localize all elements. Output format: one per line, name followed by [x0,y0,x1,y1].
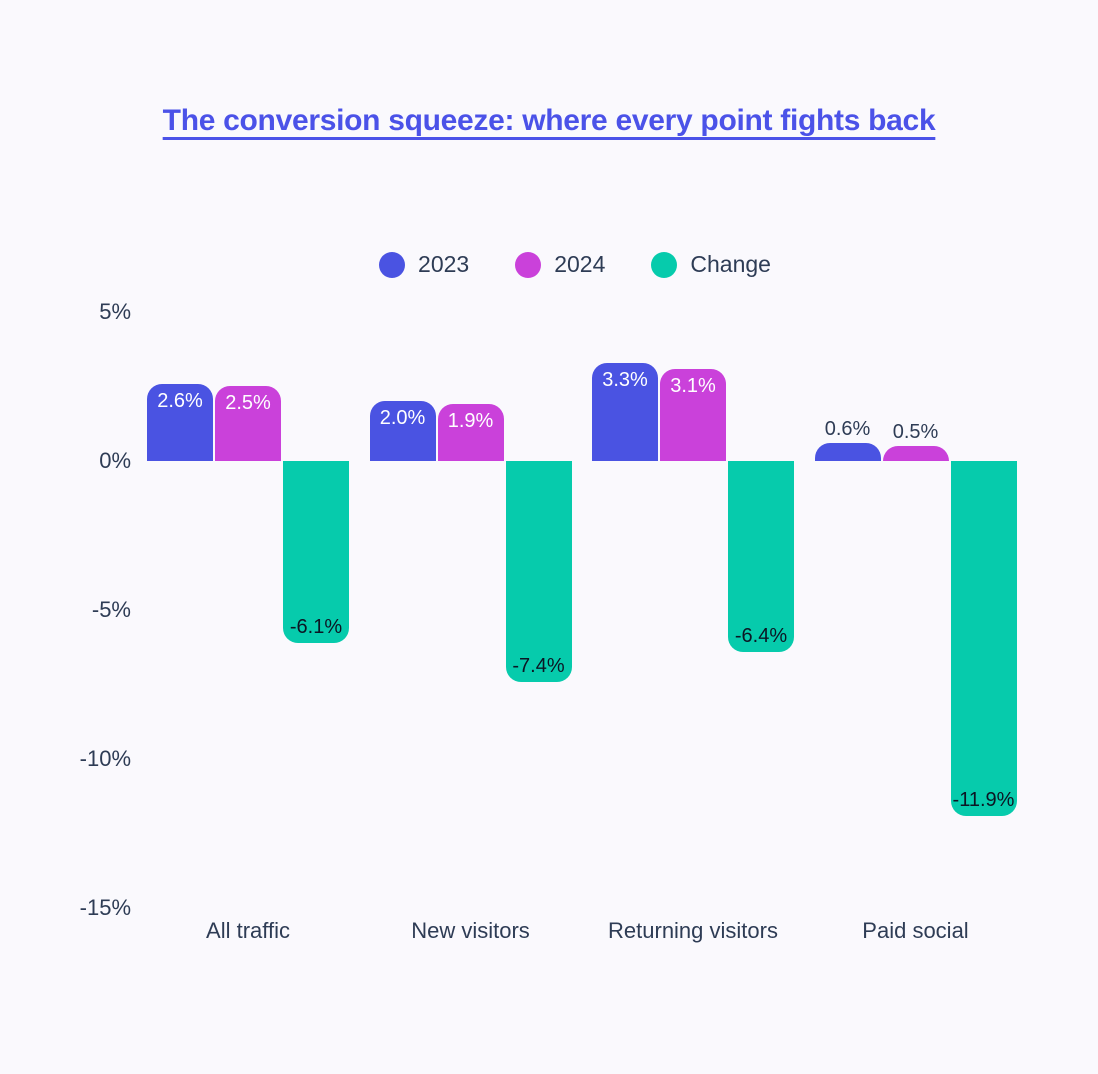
legend-item-change: Change [651,251,771,278]
legend-label: 2023 [418,251,470,277]
x-axis-category-label: Returning visitors [608,918,778,943]
bar-value-label: -6.1% [289,616,343,638]
bar-value-label: 0.6% [824,418,871,440]
legend: 2023 2024 Change [26,251,1098,278]
x-axis-category-label: New visitors [411,918,530,943]
legend-item-2023: 2023 [379,251,469,278]
bar-value-label: -11.9% [952,789,1015,811]
bar-value-label: 2.6% [157,390,203,412]
bar-change-returning-visitors: -6.4% [728,461,794,652]
chart-title: The conversion squeeze: where every poin… [162,104,936,137]
bar-value-label: 2.5% [225,392,271,414]
legend-label: 2024 [554,251,606,277]
x-axis-category-label: All traffic [206,918,290,943]
bar-change-all-traffic: -6.1% [283,461,349,643]
bar-value-label: 3.3% [602,369,648,391]
legend-label: Change [690,251,771,277]
bar-2023-all-traffic: 2.6% [147,384,213,461]
y-axis-tick-label: -5% [91,597,131,622]
bar-2023-paid-social [814,443,881,461]
bar-2024-all-traffic: 2.5% [215,386,281,461]
legend-dot-icon [651,251,678,278]
legend-dot-icon [379,251,406,278]
bar-value-label: 0.5% [892,421,939,443]
y-axis-tick-label: 0% [99,448,131,473]
legend-dot-icon [515,251,542,278]
bar-2024-returning-visitors: 3.1% [660,369,726,461]
y-axis-tick-label: -10% [79,746,131,771]
x-axis-category-label: Paid social [862,918,969,943]
bar-value-label: 1.9% [447,410,494,432]
bar-2023-new-visitors: 2.0% [369,401,436,461]
y-axis-tick-label: 5% [99,299,131,324]
bar-2024-paid-social [882,446,949,461]
bar-2024-new-visitors: 1.9% [437,404,504,461]
bar-value-label: 2.0% [379,407,426,429]
bar-2023-returning-visitors: 3.3% [592,363,658,461]
bar-value-label: -6.4% [734,625,788,647]
bar-value-label: -7.4% [512,655,565,677]
bar-change-paid-social: -11.9% [950,461,1017,816]
bar-value-label: 3.1% [670,375,716,397]
y-axis-tick-label: -15% [79,895,131,920]
legend-item-2024: 2024 [515,251,605,278]
bar-change-new-visitors: -7.4% [505,461,572,682]
